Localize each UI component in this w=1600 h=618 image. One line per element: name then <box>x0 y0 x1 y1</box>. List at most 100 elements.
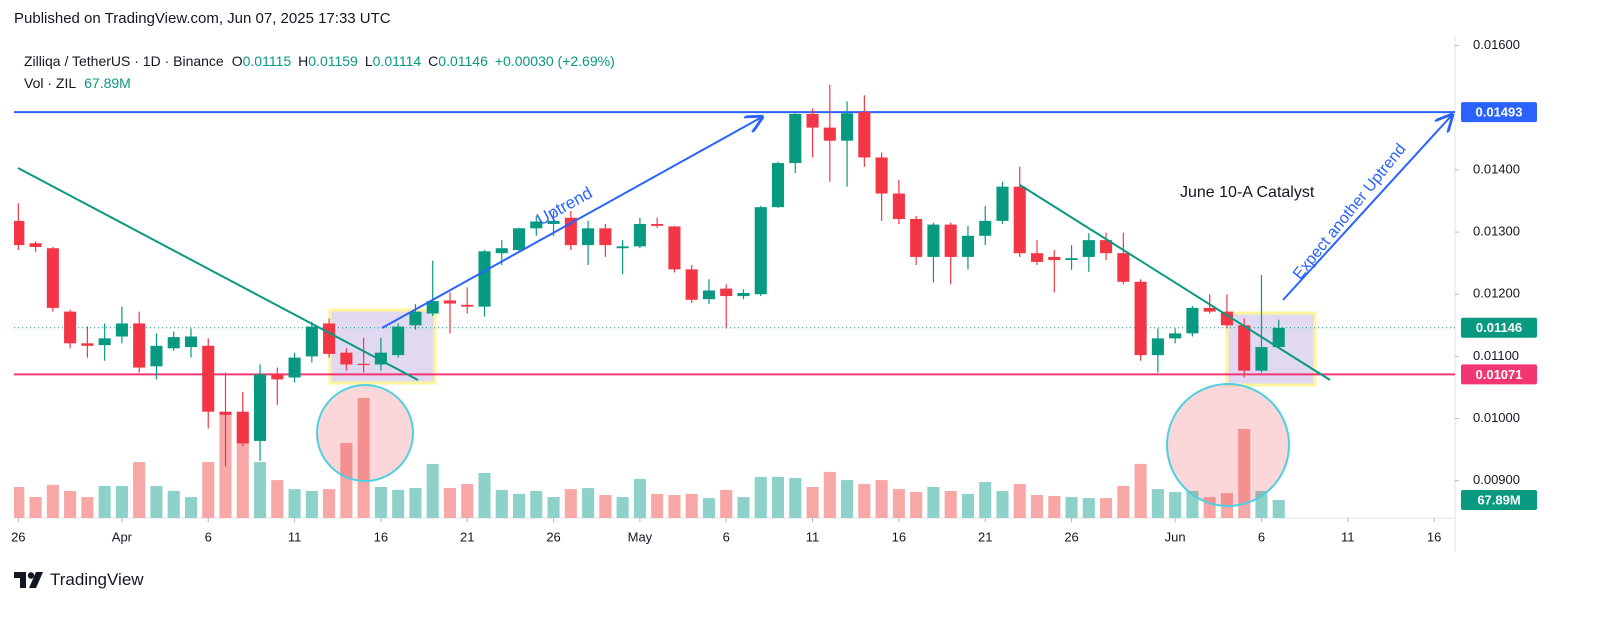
level-label: 0.01071 <box>1476 367 1523 382</box>
volume-bar <box>392 489 405 518</box>
candle-body <box>98 338 111 346</box>
volume-bar <box>927 486 940 518</box>
candle-body <box>1100 240 1113 254</box>
drawings <box>17 115 1452 381</box>
volume-bar <box>253 462 267 518</box>
candle-body <box>530 221 543 229</box>
volume-bar <box>374 486 387 518</box>
candle-body <box>754 207 767 295</box>
candle-body <box>426 301 439 314</box>
volume-bar <box>98 485 111 518</box>
candle-body <box>927 224 940 257</box>
volume-bar <box>1100 498 1113 518</box>
candle-body <box>547 220 560 224</box>
trend-line <box>17 167 419 381</box>
published-line: Published on TradingView.com, Jun 07, 20… <box>14 10 391 27</box>
candle-body <box>823 127 836 141</box>
volume-bar <box>115 485 128 518</box>
candle-body <box>14 220 25 246</box>
volume-bar <box>202 462 215 518</box>
candle-body <box>1117 253 1130 282</box>
volume-bar <box>461 484 474 518</box>
candles <box>14 84 1285 467</box>
volume-bar <box>64 490 77 518</box>
volume-bar <box>1013 484 1026 518</box>
x-tick-label: Jun <box>1165 529 1186 544</box>
ohlc-value: 0.01159 <box>308 53 358 69</box>
x-tick-label: 26 <box>11 529 25 544</box>
volume-bar <box>167 490 180 518</box>
candle-body <box>651 223 664 226</box>
x-tick-label: 6 <box>205 529 212 544</box>
ohlc-key: O <box>231 53 243 69</box>
candle-body <box>875 157 888 194</box>
volume-bar <box>150 485 163 518</box>
y-tick-label: 0.01300 <box>1473 223 1520 238</box>
volume-bar <box>996 490 1009 518</box>
candle-body <box>1272 327 1285 348</box>
y-tick-label: 0.00900 <box>1473 472 1520 487</box>
candle-body <box>771 163 785 208</box>
candle-body <box>789 113 802 164</box>
volume-bar <box>564 489 577 518</box>
volume-bar <box>1048 495 1061 518</box>
candle-body <box>1030 253 1044 262</box>
x-tick-label: 11 <box>288 529 302 544</box>
candle-body <box>892 193 905 219</box>
x-tick-label: 16 <box>892 529 906 544</box>
trend-arrow <box>1282 115 1452 301</box>
volume-label-box <box>1461 490 1537 511</box>
candle-body <box>737 292 750 297</box>
candle-body <box>357 363 370 366</box>
volume-bar <box>1151 489 1164 518</box>
candle-body <box>720 288 733 297</box>
candle-body <box>961 235 974 257</box>
candle-body <box>1169 333 1182 339</box>
x-tick-label: 11 <box>806 529 820 544</box>
x-tick-label: Apr <box>112 529 133 544</box>
volume-bar <box>443 488 457 518</box>
level-label: 0.01493 <box>1476 105 1523 120</box>
candle-body <box>512 228 526 251</box>
legend: Zilliqa / TetherUS · 1D · Binance O0.0111… <box>24 50 622 94</box>
candle-body <box>64 311 77 344</box>
candle-body <box>858 112 871 158</box>
volume-bar <box>720 489 733 518</box>
volume-bar <box>1134 463 1147 518</box>
annotation: Expect another Uptrend <box>1290 141 1410 283</box>
volume-bar <box>771 476 785 518</box>
volume-bar <box>858 484 871 518</box>
candle-body <box>1065 258 1078 261</box>
volume-bar <box>979 481 992 518</box>
candle-body <box>910 219 923 257</box>
axes: 0.01600 0.01400 0.01300 0.01200 0.01100 0.010… <box>11 37 1537 544</box>
volume-value: 67.89M <box>84 75 131 91</box>
x-tick-label: 21 <box>460 529 474 544</box>
volume-bar <box>892 489 905 518</box>
volume-bar <box>340 442 353 518</box>
candle-body <box>599 228 612 246</box>
x-tick-label: May <box>628 529 653 544</box>
volume-name: Vol · ZIL <box>24 75 77 91</box>
candle-body <box>478 251 491 307</box>
x-tick-label: 16 <box>1427 529 1441 544</box>
candle-body <box>1186 307 1199 334</box>
x-tick-label: 21 <box>978 529 992 544</box>
volume-bar <box>512 493 526 518</box>
volume-bar <box>1117 485 1130 518</box>
volume-bar <box>789 477 802 518</box>
volume-bar <box>599 494 612 518</box>
y-tick-label: 0.01400 <box>1473 161 1520 176</box>
volume-bar <box>305 490 318 518</box>
volume-bar <box>409 488 422 518</box>
candle-body <box>996 186 1009 221</box>
candle-body <box>461 304 474 307</box>
candle-body <box>202 345 215 412</box>
volume-bar <box>806 486 819 518</box>
candle-body <box>944 224 957 257</box>
x-tick-label: 6 <box>723 529 730 544</box>
candle-body <box>841 113 854 141</box>
candle-body <box>167 337 180 349</box>
candle-body <box>305 326 318 357</box>
